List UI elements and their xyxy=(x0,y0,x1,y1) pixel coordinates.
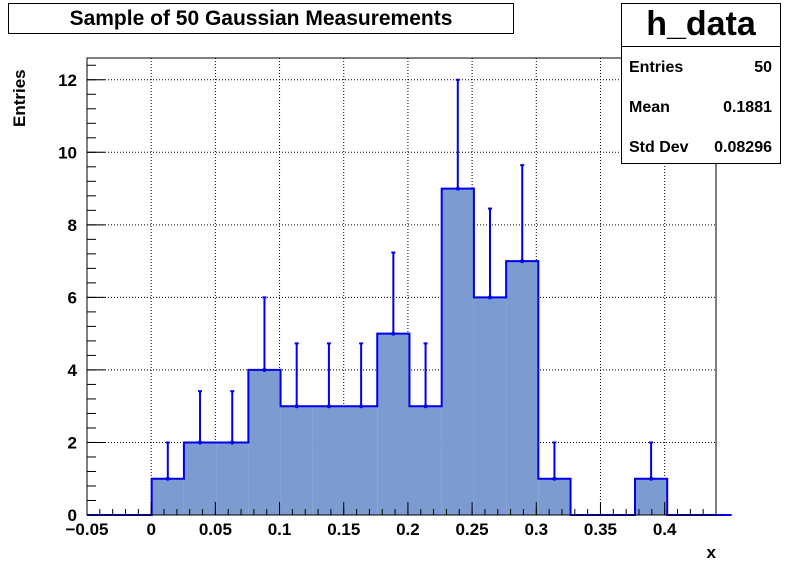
histogram-bar xyxy=(377,333,410,515)
data-point xyxy=(649,476,654,481)
histogram-bar xyxy=(248,369,281,515)
y-tick-label: 10 xyxy=(58,143,77,162)
stats-row-std-dev: Std Dev 0.08296 xyxy=(629,138,772,158)
stats-value: 50 xyxy=(754,59,772,76)
y-tick-label: 12 xyxy=(58,71,77,90)
data-point xyxy=(520,259,525,264)
histogram-bar xyxy=(216,442,249,515)
data-point xyxy=(294,404,299,409)
chart-title: Sample of 50 Gaussian Measurements xyxy=(69,7,453,30)
histogram-bar xyxy=(635,478,668,515)
x-tick-label: 0.25 xyxy=(456,520,489,539)
data-point xyxy=(552,476,557,481)
histogram-bars xyxy=(87,187,732,516)
data-point xyxy=(165,476,170,481)
x-tick-label: −0.05 xyxy=(65,520,108,539)
x-tick-label: 0 xyxy=(146,520,155,539)
stats-label: Mean xyxy=(629,99,670,116)
y-tick-label: 0 xyxy=(68,506,77,525)
y-tick-label: 2 xyxy=(68,433,77,452)
data-point xyxy=(326,404,331,409)
x-tick-label: 0.15 xyxy=(327,520,360,539)
stats-histogram-name: h_data xyxy=(622,4,780,47)
x-tick-label: 0.1 xyxy=(268,520,292,539)
x-tick-label: 0.05 xyxy=(199,520,232,539)
histogram-bar xyxy=(441,188,474,516)
plot-frame xyxy=(86,57,717,516)
x-axis-label: x xyxy=(707,543,717,562)
chart-title-box: Sample of 50 Gaussian Measurements xyxy=(8,3,514,34)
y-tick-label: 8 xyxy=(68,216,77,235)
histogram-bar xyxy=(538,478,571,515)
x-tick-label: 0.35 xyxy=(584,520,617,539)
data-point xyxy=(359,404,364,409)
histogram-bar xyxy=(409,406,442,515)
error-bars xyxy=(165,78,654,481)
stats-row-mean: Mean 0.1881 xyxy=(629,98,772,118)
stats-label: Std Dev xyxy=(629,139,689,156)
data-point xyxy=(455,186,460,191)
data-point xyxy=(230,440,235,445)
histogram-bar xyxy=(151,478,184,515)
x-tick-label: 0.3 xyxy=(524,520,548,539)
histogram-bar xyxy=(473,297,507,515)
data-point xyxy=(423,404,428,409)
y-axis-label: Entries xyxy=(10,69,29,127)
stats-value: 0.08296 xyxy=(714,139,772,156)
data-point xyxy=(488,295,493,300)
x-tick-label: 0.2 xyxy=(396,520,420,539)
histogram-bar xyxy=(345,406,378,515)
data-point xyxy=(198,440,203,445)
y-tick-label: 4 xyxy=(68,361,78,380)
stats-label: Entries xyxy=(629,59,684,76)
stats-box: h_data Entries 50 Mean 0.1881 Std Dev 0.… xyxy=(621,3,781,164)
x-tick-label: 0.4 xyxy=(653,520,677,539)
histogram-bar xyxy=(183,442,217,515)
data-point xyxy=(391,331,396,336)
axis-ticks xyxy=(86,64,717,516)
stats-row-entries: Entries 50 xyxy=(629,58,772,78)
y-tick-labels: 0 2 4 6 8 10 12 xyxy=(58,71,77,525)
histogram-bar xyxy=(312,406,346,515)
histogram-bar xyxy=(280,406,313,515)
data-point xyxy=(262,367,267,372)
y-tick-label: 6 xyxy=(68,288,77,307)
histogram-bar xyxy=(506,261,539,515)
x-tick-labels: −0.05 0 0.05 0.1 0.15 0.2 0.25 0.3 0.35 0.4 xyxy=(65,520,677,539)
stats-value: 0.1881 xyxy=(723,99,772,116)
